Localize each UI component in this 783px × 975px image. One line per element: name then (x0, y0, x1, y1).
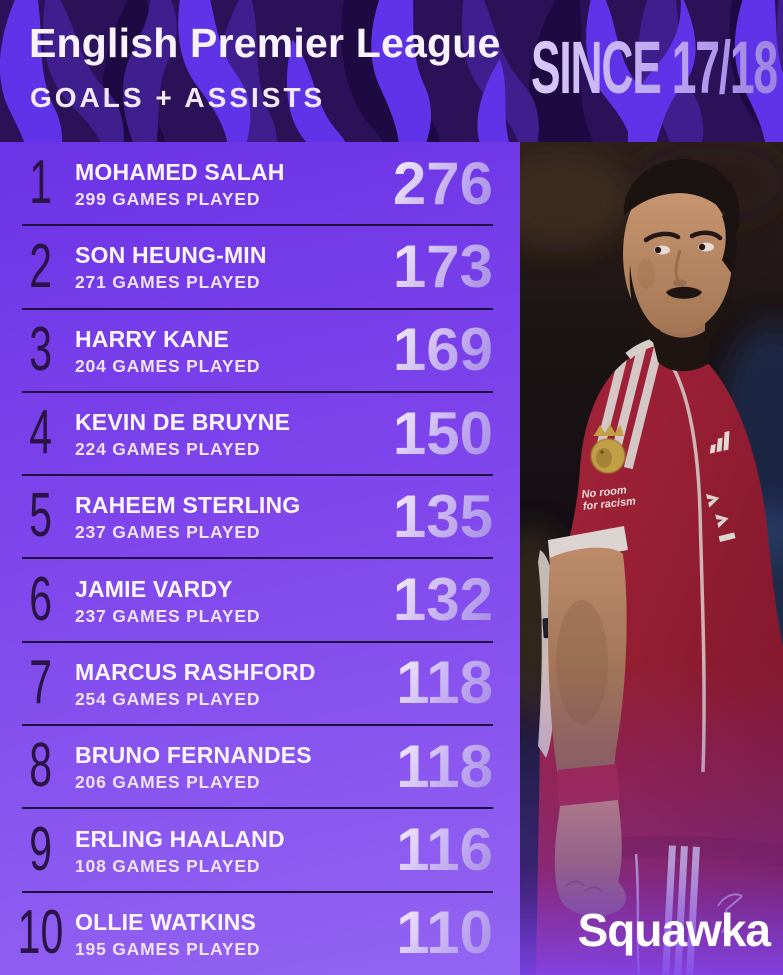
player-name: JAMIE VARDY (75, 575, 233, 602)
games-played: 204 GAMES PLAYED (75, 355, 261, 376)
header: English Premier League GOALS + ASSISTS S… (0, 0, 783, 142)
goals-assists-value: 276 (392, 149, 493, 217)
ranking-row: 8 BRUNO FERNANDES 206 GAMES PLAYED 118 (0, 725, 520, 810)
adidas-logo-icon (709, 431, 730, 454)
player-info: RAHEEM STERLING 237 GAMES PLAYED (75, 490, 393, 543)
player-info: BRUNO FERNANDES 206 GAMES PLAYED (75, 740, 396, 793)
page-subtitle: GOALS + ASSISTS (30, 82, 326, 113)
ranking-list: 1 MOHAMED SALAH 299 GAMES PLAYED 276 2 S… (0, 142, 520, 975)
squawka-logo: Squawka (577, 904, 771, 956)
player-name: BRUNO FERNANDES (75, 742, 312, 769)
ranking-row: 5 RAHEEM STERLING 237 GAMES PLAYED 135 (0, 475, 520, 560)
page-title: English Premier League (29, 20, 501, 66)
goals-assists-value: 118 (396, 732, 493, 800)
goals-assists-value: 150 (392, 399, 493, 467)
rank-number: 10 (17, 897, 64, 967)
svg-text:for racism: for racism (582, 495, 636, 513)
player-illustration: No room for racism (520, 142, 783, 975)
games-played: 271 GAMES PLAYED (75, 272, 261, 293)
player-name: SON HEUNG-MIN (75, 242, 267, 269)
rank-number: 2 (29, 231, 52, 301)
no-room-for-racism-patch: No room for racism (581, 484, 637, 513)
adidas-shoulder-stripes (592, 342, 677, 470)
goals-assists-value: 135 (392, 482, 493, 550)
goals-assists-value: 118 (396, 649, 493, 717)
games-played: 299 GAMES PLAYED (75, 189, 261, 210)
rank-number: 3 (29, 314, 52, 384)
games-played: 237 GAMES PLAYED (75, 522, 261, 543)
rank-number: 5 (29, 481, 52, 551)
player-info: SON HEUNG-MIN 271 GAMES PLAYED (75, 240, 393, 293)
goals-assists-value: 116 (396, 816, 493, 884)
player-info: HARRY KANE 204 GAMES PLAYED (75, 324, 393, 377)
player-info: MARCUS RASHFORD 254 GAMES PLAYED (75, 657, 396, 710)
ranking-row: 2 SON HEUNG-MIN 271 GAMES PLAYED 173 (0, 225, 520, 310)
player-name: OLLIE WATKINS (75, 908, 257, 935)
rank-number: 7 (29, 648, 52, 718)
goals-assists-value: 169 (392, 316, 493, 384)
flame-pattern-background (0, 0, 783, 142)
rank-number: 9 (29, 814, 52, 884)
ranking-row: 10 OLLIE WATKINS 195 GAMES PLAYED 110 (0, 892, 520, 975)
player-name: HARRY KANE (75, 325, 230, 352)
player-info: OLLIE WATKINS 195 GAMES PLAYED (75, 907, 396, 960)
games-played: 224 GAMES PLAYED (75, 439, 261, 460)
rank-number: 8 (29, 731, 52, 801)
player-info: MOHAMED SALAH 299 GAMES PLAYED (75, 157, 393, 210)
goals-assists-value: 173 (392, 232, 493, 300)
purple-fade-overlay (520, 662, 783, 975)
ranking-row: 1 MOHAMED SALAH 299 GAMES PLAYED 276 (0, 142, 520, 227)
ranking-row: 6 JAMIE VARDY 237 GAMES PLAYED 132 (0, 558, 520, 644)
ranking-row: 3 HARRY KANE 204 GAMES PLAYED 169 (0, 309, 520, 394)
player-info: KEVIN DE BRUYNE 224 GAMES PLAYED (75, 407, 393, 460)
rank-number: 4 (29, 398, 52, 468)
player-name: KEVIN DE BRUYNE (75, 409, 291, 436)
player-name: MOHAMED SALAH (75, 159, 285, 186)
games-played: 254 GAMES PLAYED (75, 688, 261, 709)
rank-number: 6 (29, 564, 52, 634)
since-label: SINCE 17/18 (531, 26, 778, 109)
goals-assists-value: 132 (392, 566, 493, 634)
player-name: MARCUS RASHFORD (75, 658, 316, 685)
ranking-row: 9 ERLING HAALAND 108 GAMES PLAYED 116 (0, 808, 520, 893)
games-played: 237 GAMES PLAYED (75, 605, 261, 626)
player-name: RAHEEM STERLING (75, 492, 301, 519)
ranking-row: 7 MARCUS RASHFORD 254 GAMES PLAYED 118 (0, 642, 520, 727)
games-played: 108 GAMES PLAYED (75, 855, 261, 876)
ranking-row: 4 KEVIN DE BRUYNE 224 GAMES PLAYED 150 (0, 392, 520, 477)
games-played: 206 GAMES PLAYED (75, 772, 261, 793)
content: 1 MOHAMED SALAH 299 GAMES PLAYED 276 2 S… (0, 142, 783, 975)
premier-league-badge-icon (590, 424, 626, 474)
rank-number: 1 (29, 148, 52, 218)
games-played: 195 GAMES PLAYED (75, 938, 261, 959)
sponsor-mark (706, 494, 736, 543)
player-name: ERLING HAALAND (75, 825, 285, 852)
svg-text:No room: No room (581, 484, 627, 501)
goals-assists-value: 110 (396, 899, 493, 967)
player-photo: No room for racism (520, 142, 783, 975)
player-info: ERLING HAALAND 108 GAMES PLAYED (75, 824, 396, 877)
player-info: JAMIE VARDY 237 GAMES PLAYED (75, 574, 393, 627)
player-head (623, 158, 740, 372)
